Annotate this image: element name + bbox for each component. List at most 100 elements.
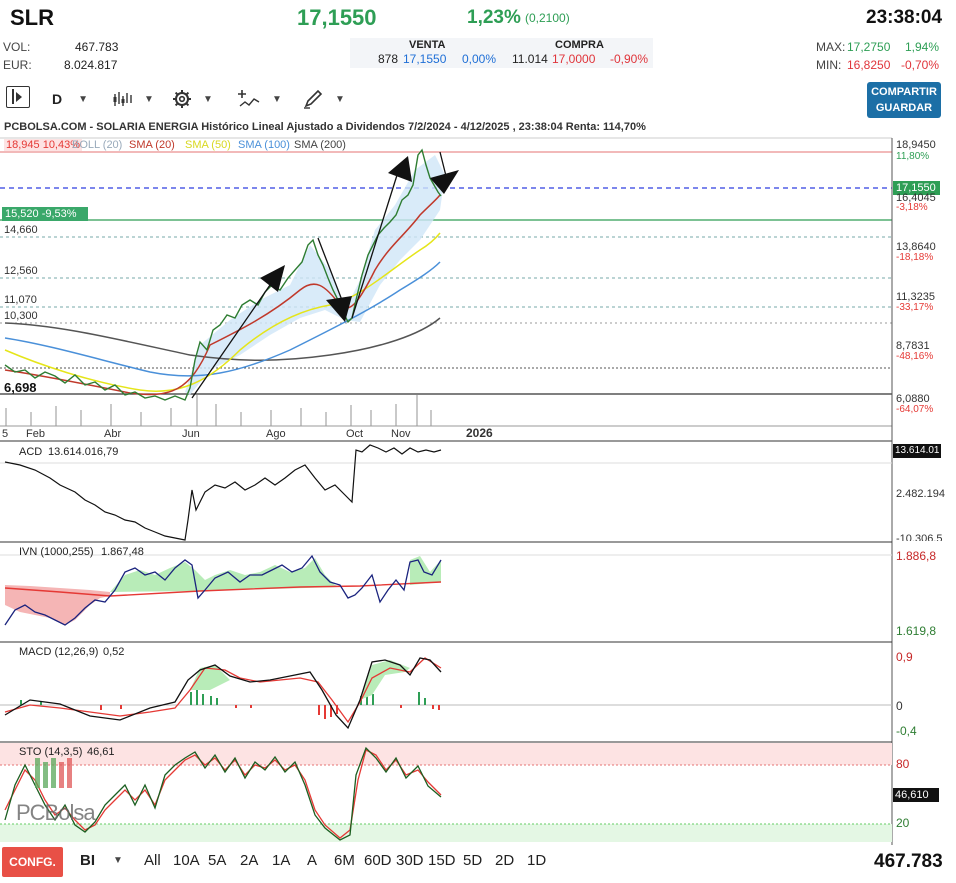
range-2a[interactable]: 2A (240, 852, 259, 869)
left-level-1: 12,560 (4, 265, 38, 277)
period-select[interactable]: D ▼ (52, 86, 88, 112)
acd-right-bot: -10.306,5 (896, 533, 943, 541)
x-label-1: Feb (26, 428, 45, 440)
left-level-4: 6,698 (4, 380, 37, 395)
range-60d[interactable]: 60D (364, 852, 392, 869)
venta-pct: 0,00% (462, 52, 497, 66)
sto-right-mid: 46,610 (893, 788, 939, 802)
mode-select[interactable]: BI ▼ (80, 852, 123, 869)
chevron-down-icon: ▼ (78, 93, 89, 105)
config-button[interactable]: CONFG. (2, 847, 63, 877)
x-label-4: Ago (266, 428, 286, 440)
mode-value: BI (80, 852, 95, 869)
venta-label: VENTA (409, 39, 446, 51)
venta-price: 17,1550 (403, 52, 447, 66)
arrowhead-icon (260, 265, 285, 292)
pencil-icon (304, 89, 323, 109)
acd-line (4, 444, 442, 541)
x-label-3: Jun (182, 428, 200, 440)
macd-panel (0, 657, 892, 743)
right-price-5: 8,7831 (896, 340, 930, 352)
sto-value: 46,61 (87, 746, 115, 758)
sma100-line (4, 261, 441, 377)
range-10a[interactable]: 10A (173, 852, 200, 869)
sidebar-toggle-button[interactable] (6, 86, 30, 108)
save-label: GUARDAR (875, 102, 933, 114)
max-pct: 1,94% (905, 40, 940, 54)
sma50-line (4, 232, 441, 392)
max-value: 17,2750 (847, 40, 891, 54)
change-absolute: (0,2100) (525, 11, 570, 25)
x-label-7: 2026 (466, 426, 493, 440)
range-2d[interactable]: 2D (495, 852, 515, 869)
symbol: SLR (10, 5, 54, 30)
acd-value: 13.614.016,79 (48, 446, 119, 458)
chevron-down-icon: ▼ (113, 855, 123, 866)
ivn-value: 1.867,48 (101, 546, 144, 558)
last-price: 17,1550 (297, 5, 377, 30)
legend-boll: BOLL (20) (72, 139, 123, 151)
acd-right-mid: 2.482.194 (896, 488, 945, 500)
drawing-tools-select[interactable]: ▼ (303, 86, 345, 112)
level-tag: 15,520 -9,53% (2, 207, 88, 221)
left-level-2: 11,070 (4, 294, 37, 306)
right-pct-4: -33,17% (896, 302, 934, 313)
acd-label: ACD (19, 446, 43, 458)
arrowhead-icon (326, 296, 352, 322)
x-label-2: Abr (104, 428, 122, 440)
x-label-5: Oct (346, 428, 364, 440)
watermark-text: PCBolsa (16, 800, 96, 825)
compra-pct: -0,90% (610, 52, 649, 66)
trend-arrow-down (317, 237, 346, 309)
acd-right-top: 13.614.01 (893, 444, 941, 458)
macd-signal-line (4, 657, 442, 724)
left-level-0: 14,660 (4, 224, 38, 236)
ivn-label: IVN (1000,255) (19, 546, 94, 558)
range-15d[interactable]: 15D (428, 852, 456, 869)
right-pct-2: -3,18% (896, 202, 928, 213)
share-save-button[interactable]: COMPARTIR GUARDAR (867, 82, 941, 118)
right-price-0: 18,9450 (896, 139, 936, 151)
compra-price: 17,0000 (552, 52, 596, 66)
change-percent: 1,23% (467, 7, 521, 28)
play-icon (16, 92, 22, 102)
period-value: D (52, 91, 63, 107)
range-6m[interactable]: 6M (334, 852, 355, 869)
indicators-select[interactable]: ▼ (238, 86, 282, 112)
legend-top-line: 18,945 10,43% (4, 139, 83, 151)
compra-label: COMPRA (555, 39, 604, 51)
sma200-line (4, 317, 441, 361)
sto-right-top: 80 (896, 757, 910, 771)
right-price-4: 11,3235 (896, 291, 935, 303)
chart-canvas[interactable] (0, 118, 956, 848)
legend-sma20: SMA (20) (129, 139, 175, 151)
macd-right-bot: -0,4 (896, 724, 917, 738)
range-1a[interactable]: 1A (272, 852, 291, 869)
range-5a[interactable]: 5A (208, 852, 227, 869)
right-pct-0: 11,80% (896, 151, 930, 162)
venta-qty: 878 (378, 52, 399, 66)
sto-label: STO (14,3,5) (19, 746, 83, 758)
settings-select[interactable]: ▼ (171, 86, 213, 112)
sto-right-bot: 20 (896, 816, 910, 830)
range-all[interactable]: All (144, 852, 161, 869)
range-1d[interactable]: 1D (527, 852, 547, 869)
chart-type-select[interactable]: ▼ (112, 86, 154, 112)
ivn-panel (0, 554, 892, 643)
share-label: COMPARTIR (871, 86, 937, 98)
max-label: MAX: (816, 40, 846, 54)
candlestick-icon (113, 92, 132, 106)
left-level-3: 10,300 (4, 310, 38, 322)
range-30d[interactable]: 30D (396, 852, 424, 869)
current-price-tag: 17,1550 (893, 181, 940, 195)
range-5d[interactable]: 5D (463, 852, 483, 869)
volume-bars (5, 395, 432, 426)
min-value: 16,8250 (847, 58, 891, 72)
range-a[interactable]: A (307, 852, 318, 869)
order-book-panel (350, 38, 653, 68)
x-label-6: Nov (391, 428, 411, 440)
bollinger-band (185, 155, 445, 395)
right-pct-5: -48,16% (896, 351, 934, 362)
ivn-right-bot: 1.619,8 (896, 624, 937, 638)
indicator-add-icon (238, 90, 260, 107)
